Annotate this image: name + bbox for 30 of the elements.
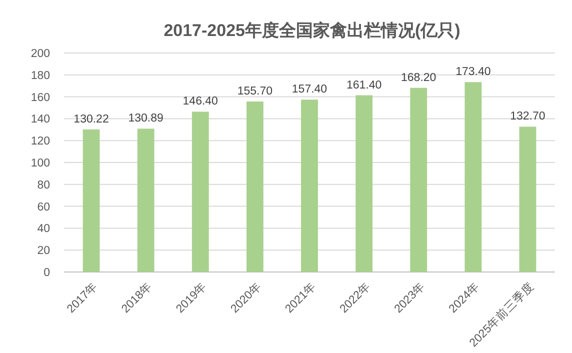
bar bbox=[301, 100, 318, 272]
y-tick-label: 180 bbox=[30, 70, 50, 82]
bar bbox=[82, 129, 100, 272]
bar bbox=[410, 88, 428, 272]
bar bbox=[246, 102, 264, 272]
y-tick-label: 20 bbox=[37, 245, 50, 258]
y-tick-label: 80 bbox=[37, 179, 50, 192]
bar bbox=[137, 128, 154, 272]
data-label: 146.40 bbox=[182, 96, 218, 108]
data-label: 130.22 bbox=[74, 113, 109, 126]
y-tick-label: 60 bbox=[37, 201, 50, 214]
y-tick-label: 100 bbox=[30, 158, 50, 170]
data-label: 173.40 bbox=[456, 66, 491, 78]
y-tick-label: 200 bbox=[30, 48, 50, 60]
data-label: 161.40 bbox=[346, 79, 382, 92]
bar bbox=[192, 112, 209, 272]
chart-title: 2017-2025年度全国家禽出栏情况(亿只) bbox=[164, 21, 460, 40]
bar bbox=[464, 82, 482, 272]
bar bbox=[356, 95, 373, 272]
data-label: 157.40 bbox=[292, 84, 328, 96]
y-tick-label: 40 bbox=[37, 223, 50, 236]
data-label: 168.20 bbox=[401, 72, 436, 84]
bar bbox=[519, 126, 536, 272]
y-tick-label: 120 bbox=[30, 136, 50, 148]
data-label: 155.70 bbox=[237, 86, 273, 98]
data-label: 130.89 bbox=[128, 112, 164, 125]
y-tick-label: 140 bbox=[30, 114, 50, 126]
y-tick-label: 160 bbox=[30, 92, 50, 104]
y-tick-label: 0 bbox=[44, 267, 50, 280]
data-label: 132.70 bbox=[510, 110, 546, 123]
